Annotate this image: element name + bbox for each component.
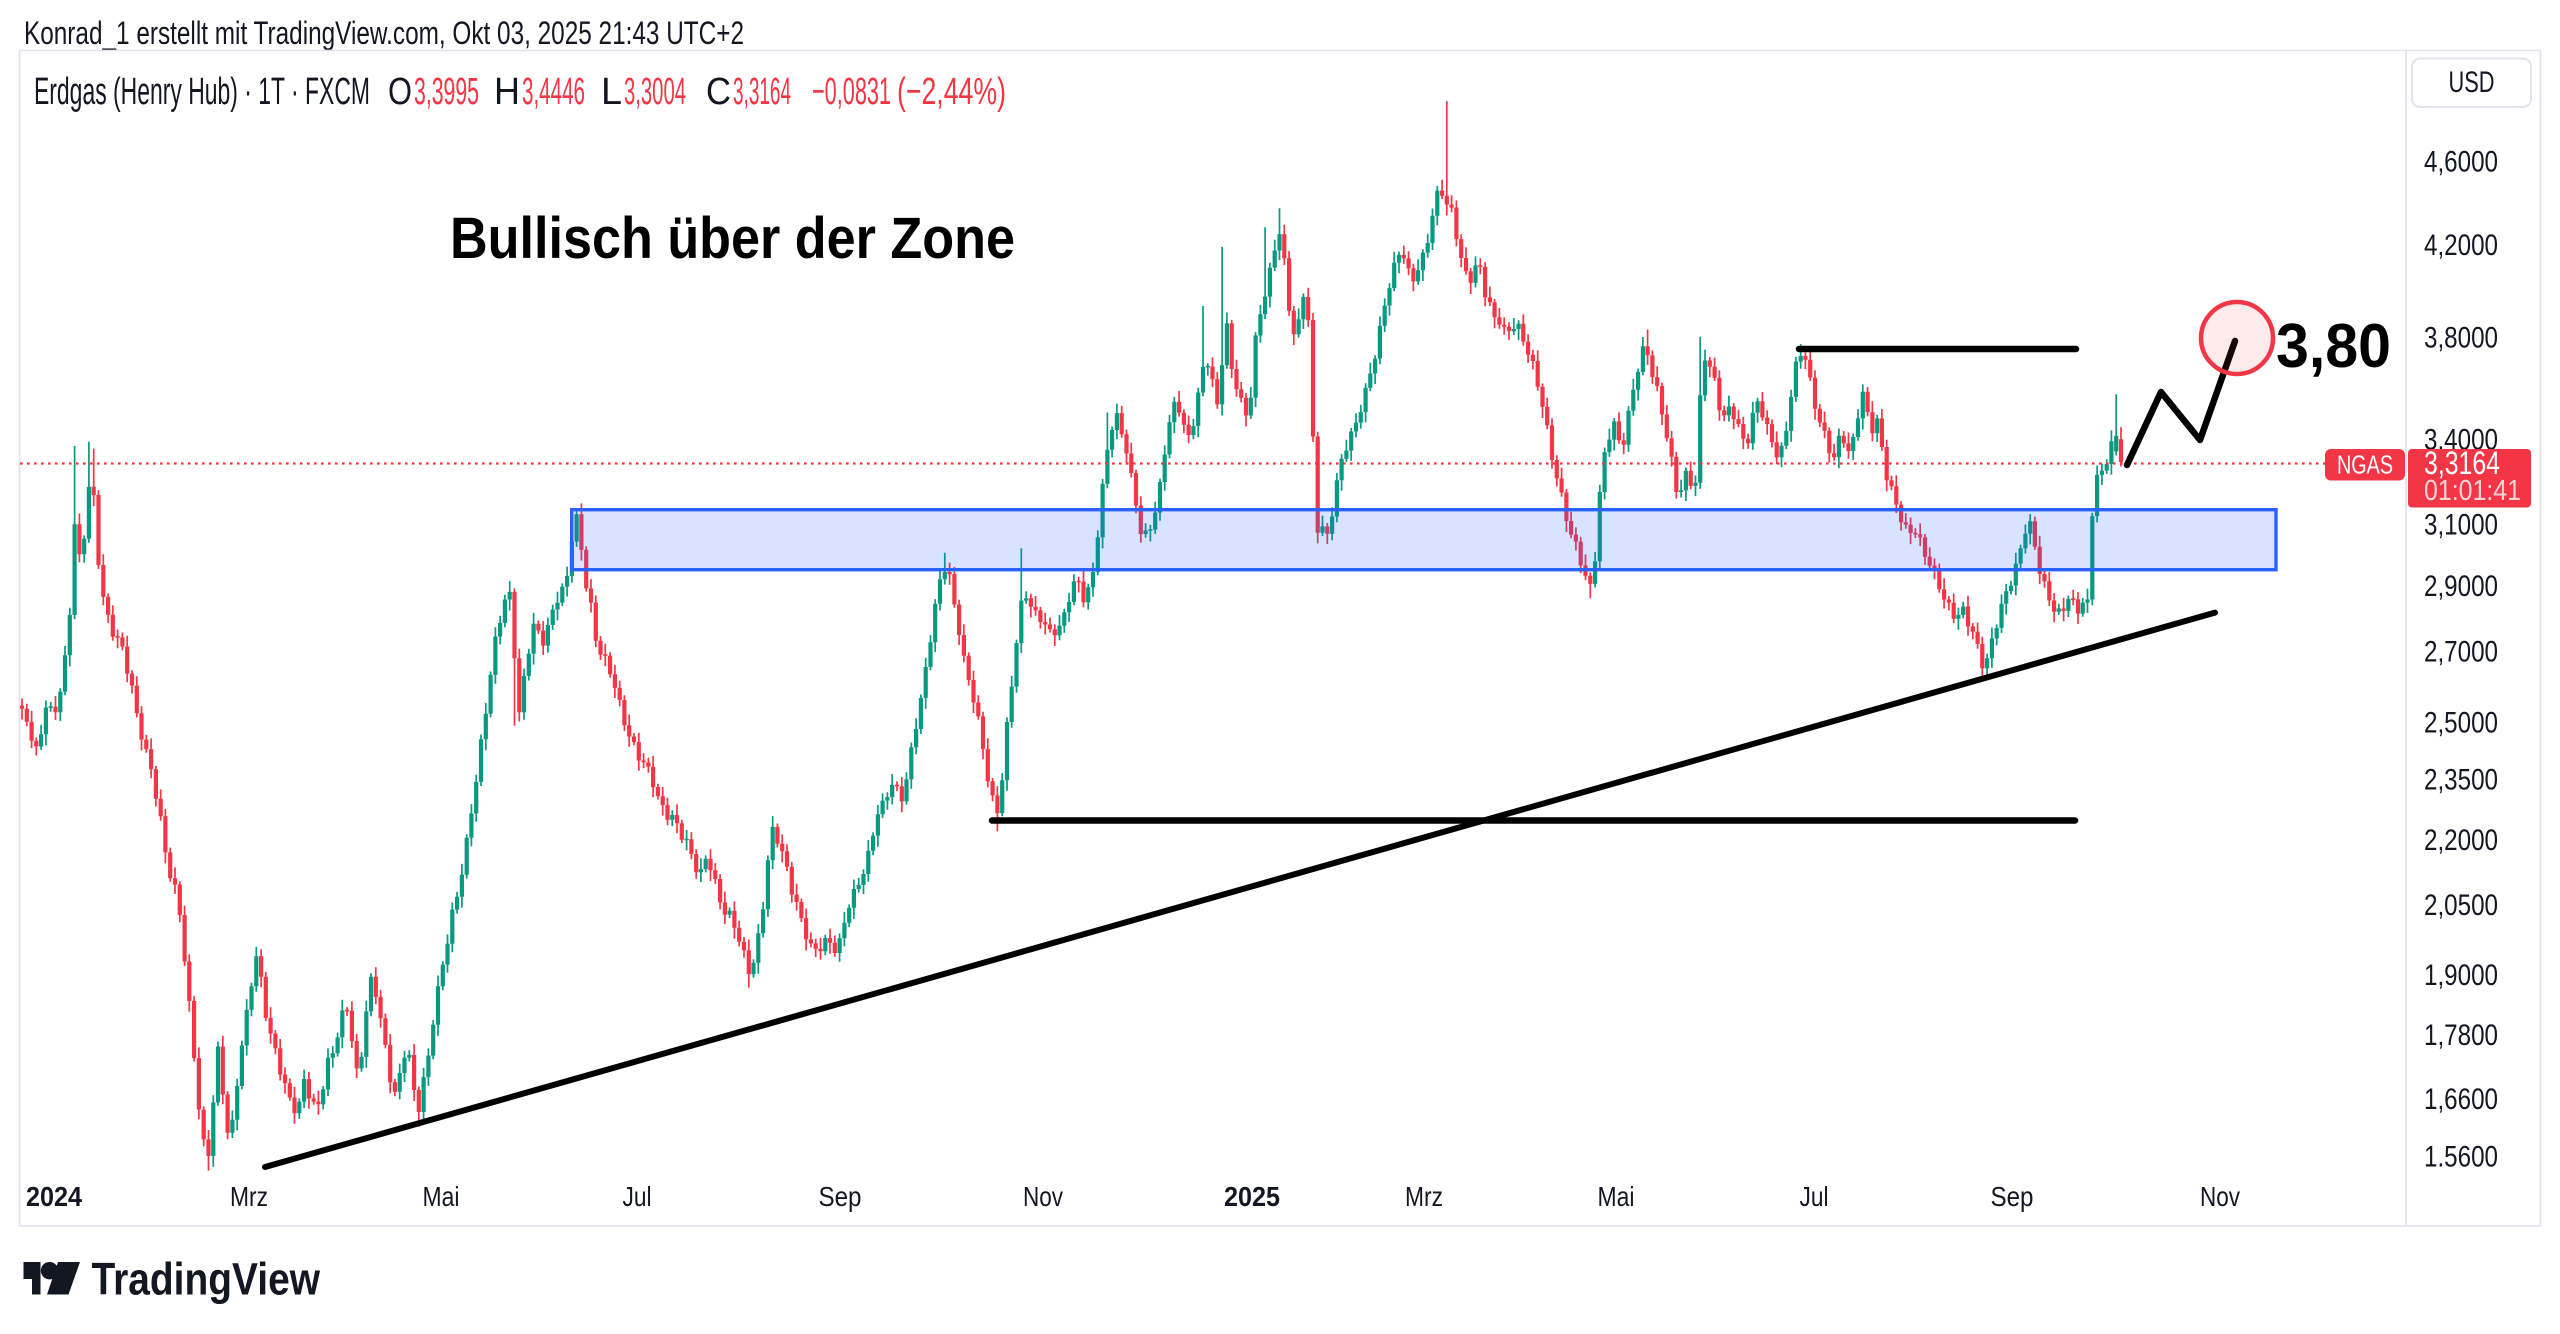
svg-text:1,7800: 1,7800 [2424,1019,2498,1052]
svg-text:Sep: Sep [819,1181,862,1212]
svg-text:USD: USD [2449,66,2495,99]
svg-text:3,8000: 3,8000 [2424,321,2498,354]
svg-text:01:01:41: 01:01:41 [2424,475,2521,507]
svg-text:1.5600: 1.5600 [2424,1140,2498,1173]
svg-text:O: O [388,71,412,113]
svg-text:(−2,44%): (−2,44%) [897,71,1006,113]
svg-text:4,6000: 4,6000 [2424,146,2498,179]
svg-text:Mai: Mai [1598,1181,1635,1212]
svg-text:C: C [706,71,731,113]
svg-text:3,3995: 3,3995 [414,71,479,113]
svg-text:2024: 2024 [26,1181,82,1212]
svg-text:Jul: Jul [1800,1181,1829,1212]
svg-text:3,1000: 3,1000 [2424,509,2498,542]
svg-text:1,6600: 1,6600 [2424,1083,2498,1116]
svg-text:Sep: Sep [1991,1181,2034,1212]
svg-text:NGAS: NGAS [2337,450,2393,480]
svg-text:2,2000: 2,2000 [2424,824,2498,857]
svg-text:H: H [494,71,520,113]
svg-text:Mrz: Mrz [230,1181,268,1212]
svg-text:Bullisch über der Zone: Bullisch über der Zone [450,206,1015,271]
svg-text:4,2000: 4,2000 [2424,229,2498,262]
svg-text:3,3004: 3,3004 [624,71,686,113]
svg-text:Konrad_1 erstellt mit TradingV: Konrad_1 erstellt mit TradingView.com, O… [24,15,744,51]
svg-text:Mai: Mai [423,1181,460,1212]
svg-text:Jul: Jul [623,1181,652,1212]
svg-text:2025: 2025 [1224,1181,1280,1212]
svg-text:3,4446: 3,4446 [522,71,585,113]
svg-text:TradingView: TradingView [92,1254,321,1305]
svg-text:Nov: Nov [2200,1181,2240,1212]
svg-text:Erdgas (Henry Hub) · 1T · FXCM: Erdgas (Henry Hub) · 1T · FXCM [34,71,370,113]
svg-text:1,9000: 1,9000 [2424,959,2498,992]
svg-text:L: L [601,71,622,113]
svg-text:2,0500: 2,0500 [2424,889,2498,922]
svg-text:Mrz: Mrz [1405,1181,1443,1212]
svg-text:3,80: 3,80 [2276,312,2391,381]
svg-text:2,3500: 2,3500 [2424,763,2498,796]
svg-text:−0,0831: −0,0831 [812,71,891,113]
svg-text:2,9000: 2,9000 [2424,570,2498,603]
svg-text:Nov: Nov [1023,1181,1063,1212]
svg-text:3,3164: 3,3164 [733,71,791,113]
svg-text:3,3164: 3,3164 [2424,445,2500,481]
svg-text:2,5000: 2,5000 [2424,707,2498,740]
svg-text:2,7000: 2,7000 [2424,636,2498,669]
